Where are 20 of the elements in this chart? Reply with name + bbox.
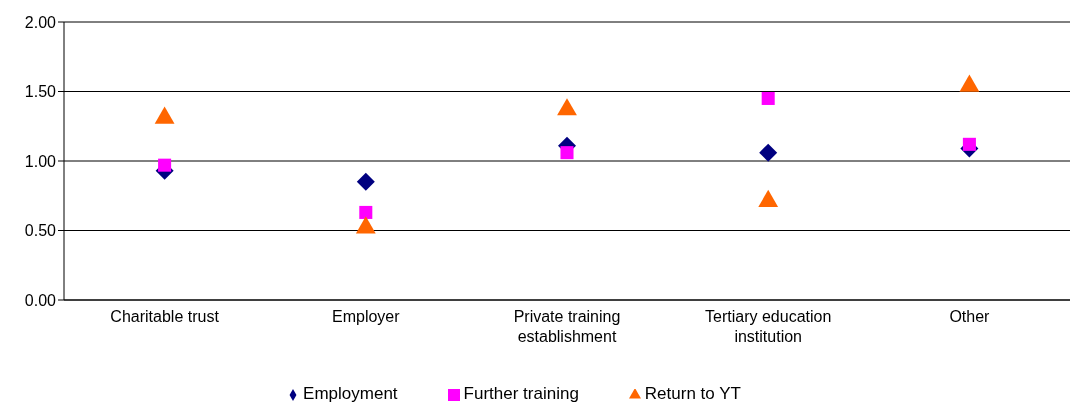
point [560,146,574,160]
point [359,205,373,219]
x-tick-label: Tertiary education institution [705,308,832,345]
y-tick-label: 1.00 [24,152,57,170]
point [356,172,375,191]
point [761,91,775,105]
point [158,158,172,172]
legend-label: Return to YT [644,384,741,403]
x-tick-label: Employer [332,308,401,325]
point [759,143,778,162]
x-tick-label: Other [949,308,991,325]
x-tick-label: Charitable trust [110,308,220,325]
y-tick-label: 0.00 [24,291,57,309]
x-tick-label: Private training establishment [513,308,621,345]
legend-label: Further training [463,384,579,403]
legend-label: Employment [303,384,398,403]
y-tick-label: 0.50 [24,222,57,240]
point [962,137,976,151]
y-tick-label: 1.50 [24,83,57,101]
y-tick-label: 2.00 [24,13,57,31]
